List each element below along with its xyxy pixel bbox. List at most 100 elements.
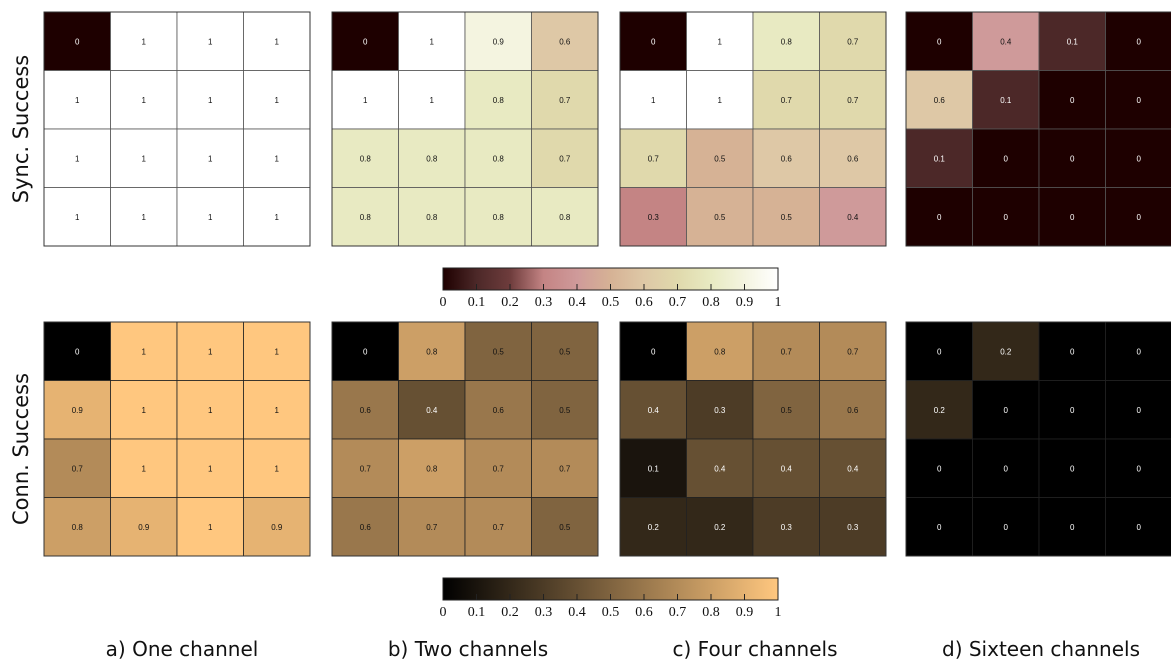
heatmap-cell-value: 0 <box>1070 154 1075 163</box>
heatmap-cell-value: 0 <box>1070 96 1075 105</box>
heatmap-cell <box>398 438 466 498</box>
colorbar-tick-label: 0.8 <box>702 605 720 620</box>
heatmap-cell-value: 0.8 <box>360 213 372 222</box>
colorbar-tick-label: 0.1 <box>468 605 486 620</box>
heatmap-cell-value: 0.7 <box>559 154 571 163</box>
heatmap-cell <box>243 128 311 188</box>
heatmap-cell-value: 0.5 <box>714 154 726 163</box>
heatmap-cell-value: 0.9 <box>493 37 505 46</box>
heatmap-cell <box>331 438 399 498</box>
heatmap-cell <box>331 11 399 71</box>
heatmap-cell <box>1038 187 1106 247</box>
heatmap-cell-value: 0.6 <box>360 523 372 532</box>
heatmap-cell <box>686 70 754 130</box>
heatmap-cell <box>972 438 1040 498</box>
heatmap-cell <box>331 128 399 188</box>
panel-caption-c: c) Four channels <box>673 637 838 661</box>
colorbar-tick-label: 0.4 <box>568 295 586 310</box>
heatmap-cell-value: 0 <box>1137 154 1142 163</box>
heatmap-pink-b: 0 1 0.9 0.6 1 1 0.8 0.7 0.8 0.8 0.8 0.7 0.8 0.8 0.8 0.8 <box>331 11 599 247</box>
heatmap-cell-value: 0.2 <box>1000 347 1012 356</box>
heatmap-cell-value: 0.7 <box>781 96 793 105</box>
heatmap-cell-value: 0.9 <box>72 406 84 415</box>
heatmap-copper-a: 0 1 1 1 0.9 1 1 1 0.7 1 1 1 0.8 0.9 1 0.9 <box>43 321 311 557</box>
heatmap-cell-value: 1 <box>208 523 213 532</box>
heatmap-cell <box>972 187 1040 247</box>
heatmap-cell-value: 0.1 <box>934 154 946 163</box>
heatmap-copper-d: 0 0.2 0 0 0.2 0 0 0 0 0 0 0 0 0 0 0 <box>905 321 1171 557</box>
heatmap-cell-value: 0.7 <box>360 464 372 473</box>
heatmap-cell-value: 0.8 <box>493 213 505 222</box>
heatmap-cell-value: 0.6 <box>493 406 505 415</box>
heatmap-copper-c: 0 0.8 0.7 0.7 0.4 0.3 0.5 0.6 0.1 0.4 0.4 0.4 0.2 0.2… <box>619 321 887 557</box>
heatmap-cell <box>905 187 973 247</box>
heatmap-cell-value: 0 <box>75 37 80 46</box>
heatmap-cell-value: 1 <box>275 37 280 46</box>
heatmap-cell-value: 0.7 <box>559 96 571 105</box>
heatmap-cell-value: 0.1 <box>648 464 660 473</box>
colorbar-tick-label: 0.7 <box>669 605 687 620</box>
heatmap-cell-value: 0.1 <box>1000 96 1012 105</box>
heatmap-cell-value: 0.5 <box>559 347 571 356</box>
heatmap-cell <box>1038 11 1106 71</box>
heatmap-cell-value: 1 <box>208 37 213 46</box>
heatmap-cell-value: 0.4 <box>847 213 859 222</box>
heatmap-cell <box>686 497 754 557</box>
heatmap-cell <box>243 70 311 130</box>
heatmap-cell-value: 0.4 <box>781 464 793 473</box>
heatmap-cell-value: 0.4 <box>847 464 859 473</box>
heatmap-cell-value: 1 <box>208 154 213 163</box>
heatmap-cell <box>1038 497 1106 557</box>
heatmap-cell-value: 0 <box>1070 406 1075 415</box>
heatmap-cell <box>243 187 311 247</box>
colorbar-tick-label: 0 <box>440 605 447 620</box>
heatmap-cell <box>819 70 887 130</box>
heatmap-cell-value: 0.5 <box>714 213 726 222</box>
colorbar-tick-label: 0.6 <box>635 295 653 310</box>
heatmap-frame <box>905 11 1171 247</box>
row-label-conn: Conn. Success <box>9 373 33 525</box>
heatmap-cell <box>1105 497 1171 557</box>
heatmap-cell-value: 0 <box>1004 464 1009 473</box>
heatmap-copper-b: 0 0.8 0.5 0.5 0.6 0.4 0.6 0.5 0.7 0.8 0.7 0.7 0.6 0.7… <box>331 321 599 557</box>
colorbar-tick-label: 0.2 <box>501 295 519 310</box>
heatmap-cell <box>243 380 311 440</box>
heatmap-cell <box>176 70 244 130</box>
heatmap-cell <box>331 70 399 130</box>
heatmap-cell <box>752 321 820 381</box>
heatmap-cell-value: 0 <box>1070 464 1075 473</box>
heatmap-cell <box>531 70 599 130</box>
heatmap-cell-value: 0.7 <box>847 96 859 105</box>
colorbar-tick-label: 0.2 <box>501 605 519 620</box>
heatmap-cell <box>43 380 111 440</box>
heatmap-cell <box>331 497 399 557</box>
heatmap-cell-value: 0 <box>1137 37 1142 46</box>
colorbar-tick-label: 0.6 <box>635 605 653 620</box>
heatmap-cell-value: 0.8 <box>426 464 438 473</box>
heatmap-cell <box>905 11 973 71</box>
heatmap-cell <box>464 438 532 498</box>
colorbar-tick-label: 1 <box>775 295 782 310</box>
heatmap-cell <box>176 128 244 188</box>
heatmap-cell-value: 1 <box>275 406 280 415</box>
heatmap-cell-value: 0 <box>1137 464 1142 473</box>
heatmap-cell <box>464 187 532 247</box>
heatmap-cell <box>110 497 178 557</box>
heatmap-panels: 0 1 1 1 1 1 1 1 1 1 1 1 1 1 1 1 0 1 0.9 0.6 1 1 0.8 0.7 0.8 0.8 0.… <box>43 11 1171 557</box>
heatmap-frame <box>331 11 599 247</box>
heatmap-cell <box>1038 321 1106 381</box>
heatmap-cell-value: 1 <box>430 37 435 46</box>
heatmap-cell-value: 1 <box>275 464 280 473</box>
heatmap-cell-value: 0.5 <box>781 406 793 415</box>
heatmap-cell <box>752 497 820 557</box>
heatmap-cell <box>176 321 244 381</box>
heatmap-pink-d: 0 0.4 0.1 0 0.6 0.1 0 0 0.1 0 0 0 0 0 0 0 <box>905 11 1171 247</box>
heatmap-cell <box>464 11 532 71</box>
heatmap-cell-value: 0.3 <box>648 213 660 222</box>
heatmap-cell <box>752 380 820 440</box>
heatmap-cell-value: 0.7 <box>493 523 505 532</box>
heatmap-cell-value: 0.2 <box>714 523 726 532</box>
heatmap-cell <box>176 187 244 247</box>
heatmap-cell-value: 1 <box>75 213 80 222</box>
heatmap-cell-value: 0 <box>1070 213 1075 222</box>
